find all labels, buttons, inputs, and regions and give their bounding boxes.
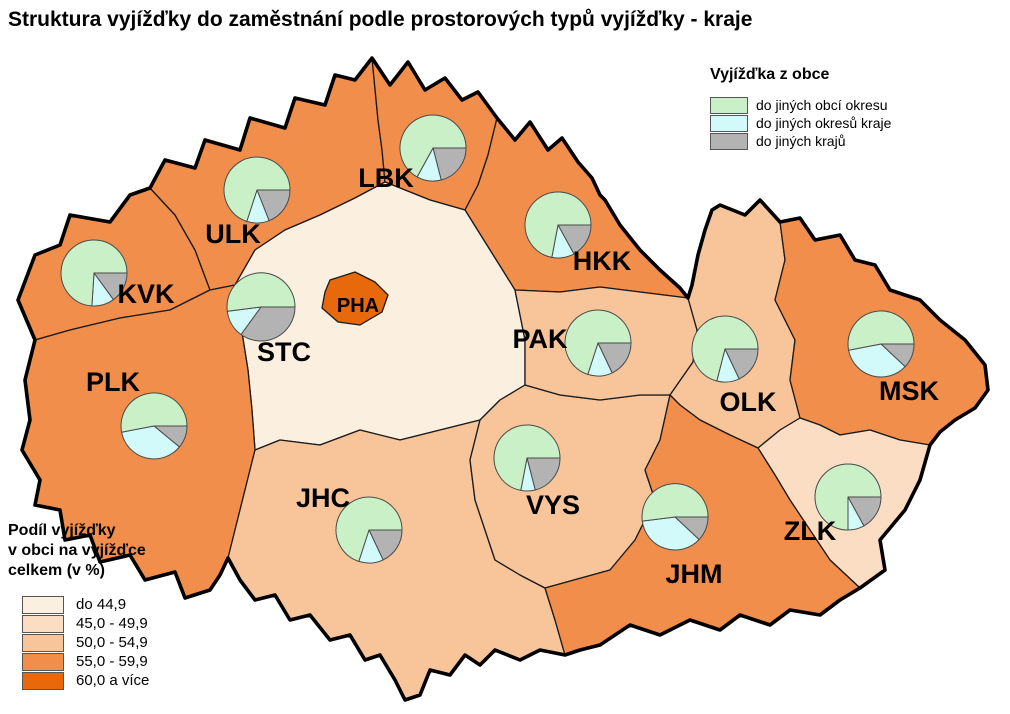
gray-swatch: [710, 132, 748, 150]
pie-slice: [120, 392, 188, 433]
pie-chart-ULK: [223, 156, 291, 224]
region-label-VYS: VYS: [526, 490, 580, 520]
choropleth-legend-item: 60,0 a více: [22, 671, 149, 690]
choropleth-legend-item: 45,0 - 49,9: [22, 614, 149, 633]
pie-chart-MSK: [847, 310, 915, 378]
pie-chart-STC: [226, 272, 296, 342]
pie-legend-label: do jiných krajů: [756, 133, 846, 149]
region-label-JHM: JHM: [665, 559, 722, 589]
pie-slice: [335, 496, 403, 563]
region-label-LBK: LBK: [358, 163, 414, 193]
choropleth-legend-item: 50,0 - 54,9: [22, 633, 149, 652]
class-label: 45,0 - 49,9: [76, 615, 148, 632]
pie-slice: [399, 114, 467, 178]
class-label: 60,0 a více: [76, 672, 150, 689]
pie-slice: [493, 424, 561, 491]
pie-legend-label: do jiných okresů kraje: [756, 115, 892, 131]
pie-slice: [432, 147, 467, 181]
pie-legend-title: Vyjížďka z obce: [710, 66, 830, 83]
pie-slice: [240, 306, 296, 342]
class-label: do 44,9: [76, 596, 127, 613]
pie-legend: Vyjížďka z obce do jiných obcí okresu do…: [710, 66, 891, 150]
country-outline: [16, 56, 990, 702]
pie-slice: [847, 310, 915, 351]
class-swatch: [22, 652, 64, 671]
region-label-OLK: OLK: [720, 387, 777, 417]
choropleth-legend-item: 55,0 - 59,9: [22, 652, 149, 671]
choropleth-legend-title: Podíl vyjížďky v obci na vyjížďce celkem…: [8, 521, 149, 581]
pie-chart-HKK: [524, 191, 592, 259]
pie-chart-JHM: [641, 483, 709, 551]
pie-chart-VYS: [493, 424, 561, 492]
region-label-JHC: JHC: [296, 483, 350, 513]
pie-chart-PAK: [564, 309, 632, 377]
pie-legend-item: do jiných obcí okresu: [710, 96, 891, 114]
pie-chart-JHC: [335, 496, 403, 564]
pie-slice: [60, 239, 128, 307]
pie-chart-PLK: [120, 392, 188, 460]
pie-chart-ZLK: [814, 463, 882, 531]
class-swatch: [22, 614, 64, 633]
pie-slice: [256, 189, 291, 222]
pie-chart-KVK: [60, 239, 128, 307]
choropleth-legend-rows: do 44,9 45,0 - 49,9 50,0 - 54,9 55,0 - 5…: [22, 595, 149, 690]
region-label-STC: STC: [257, 337, 311, 367]
pie-slice: [226, 272, 296, 312]
legend-title-line: v obci na vyjížďce: [8, 542, 146, 559]
pie-slice: [848, 343, 906, 378]
region-label-PHA: PHA: [337, 295, 379, 317]
region-label-PLK: PLK: [86, 367, 141, 397]
pie-chart-OLK: [691, 315, 759, 383]
class-swatch: [22, 671, 64, 690]
region-label-HKK: HKK: [573, 246, 632, 276]
pie-slice: [691, 315, 759, 382]
region-label-KVK: KVK: [117, 279, 175, 309]
choropleth-legend-item: do 44,9: [22, 595, 149, 614]
legend-title-line: celkem (v %): [8, 562, 105, 579]
pie-slice: [526, 457, 561, 491]
choropleth-legend: Podíl vyjížďky v obci na vyjížďce celkem…: [8, 521, 149, 690]
page-title: Struktura vyjížďky do zaměstnání podle p…: [8, 8, 753, 31]
pie-slice: [641, 516, 700, 551]
pie-slice: [223, 156, 291, 223]
pie-legend-item: do jiných krajů: [710, 132, 891, 150]
class-swatch: [22, 633, 64, 652]
pie-slice: [524, 191, 592, 258]
region-label-PAK: PAK: [512, 324, 568, 354]
class-label: 55,0 - 59,9: [76, 653, 148, 670]
region-label-ULK: ULK: [205, 219, 261, 249]
pie-slice: [814, 463, 882, 531]
pie-slice: [564, 309, 632, 376]
pie-slice: [121, 425, 181, 460]
green-swatch: [710, 96, 748, 114]
pie-chart-LBK: [399, 114, 467, 182]
cyan-swatch: [710, 114, 748, 132]
region-label-ZLK: ZLK: [784, 516, 837, 546]
class-label: 50,0 - 54,9: [76, 634, 148, 651]
pie-slice: [641, 483, 709, 522]
region-PHA-shape: [321, 271, 389, 326]
pie-legend-label: do jiných obcí okresu: [756, 97, 888, 113]
region-label-MSK: MSK: [879, 376, 940, 406]
class-swatch: [22, 595, 64, 614]
legend-title-line: Podíl vyjížďky: [8, 522, 116, 539]
pie-legend-item: do jiných okresů kraje: [710, 114, 891, 132]
